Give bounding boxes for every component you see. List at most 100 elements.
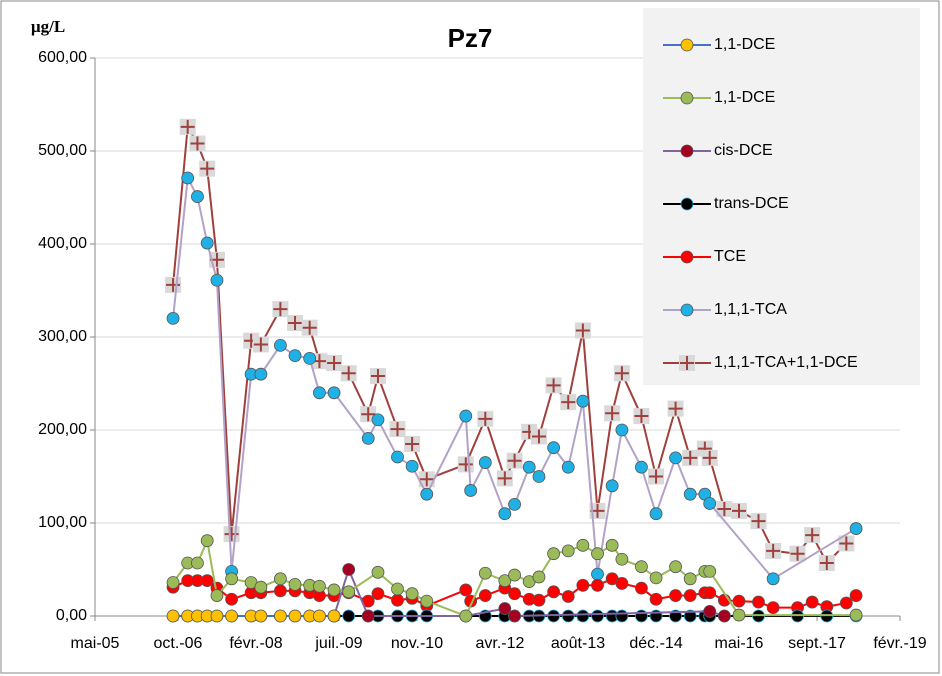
- marker-plus: [166, 277, 181, 292]
- marker: [342, 609, 356, 623]
- marker: [273, 572, 287, 586]
- y-tick-label: 100,00: [38, 514, 87, 531]
- marker-plus: [405, 436, 420, 451]
- marker: [545, 377, 562, 394]
- marker-plus: [370, 369, 385, 384]
- marker: [459, 409, 473, 423]
- marker-plus: [327, 356, 342, 371]
- marker: [532, 470, 546, 483]
- marker: [635, 581, 648, 595]
- marker: [604, 405, 621, 422]
- marker: [457, 456, 474, 473]
- marker-plus: [649, 469, 664, 484]
- marker-plus: [839, 536, 854, 551]
- marker: [508, 497, 521, 511]
- marker: [717, 609, 731, 623]
- marker: [361, 431, 375, 445]
- marker: [420, 594, 434, 608]
- marker: [225, 592, 239, 606]
- y-axis-label: µg/L: [31, 17, 65, 36]
- y-tick-label: 300,00: [38, 328, 87, 345]
- marker: [574, 322, 591, 339]
- marker: [561, 544, 575, 558]
- marker: [191, 556, 204, 570]
- legend-label: 1,1-DCE: [714, 89, 775, 106]
- marker-plus: [341, 366, 356, 381]
- legend: 1,1-DCE 1,1-DCE cis-DCE trans-DCE TCE 1,1,1-T…: [663, 36, 858, 371]
- marker: [288, 349, 302, 363]
- marker-plus: [546, 378, 561, 393]
- marker: [649, 507, 663, 521]
- marker: [576, 394, 590, 408]
- marker: [405, 459, 419, 473]
- marker-plus: [361, 407, 376, 422]
- marker: [191, 190, 204, 203]
- marker-plus: [805, 528, 820, 543]
- marker: [765, 542, 782, 559]
- marker-plus: [634, 409, 649, 424]
- marker-plus: [458, 457, 473, 472]
- marker: [254, 580, 268, 594]
- marker: [679, 355, 695, 371]
- marker: [576, 578, 590, 592]
- series-line: [333, 566, 725, 618]
- marker: [680, 144, 694, 158]
- chart-title: Pz7: [448, 23, 493, 53]
- marker: [732, 608, 746, 622]
- marker: [272, 301, 289, 318]
- marker: [682, 449, 699, 466]
- x-tick-label: avr.-12: [475, 635, 524, 652]
- marker: [166, 311, 180, 325]
- marker-plus: [683, 450, 698, 465]
- marker-plus: [531, 429, 546, 444]
- y-tick-label: 400,00: [38, 235, 87, 252]
- marker: [496, 470, 513, 487]
- marker: [789, 545, 806, 562]
- marker: [273, 338, 287, 352]
- marker-plus: [702, 450, 717, 465]
- marker: [530, 428, 547, 445]
- marker-plus: [561, 395, 576, 410]
- marker-plus: [575, 323, 590, 338]
- x-tick-label: nov.-10: [391, 635, 443, 652]
- y-tick-label: 0,00: [56, 607, 87, 624]
- marker: [680, 197, 694, 211]
- x-tick-label: févr.-08: [229, 635, 282, 652]
- marker-plus: [478, 411, 493, 426]
- marker: [313, 609, 326, 623]
- marker: [547, 547, 561, 561]
- marker: [252, 336, 269, 353]
- marker: [303, 351, 317, 365]
- marker: [254, 609, 268, 623]
- marker: [478, 456, 492, 469]
- marker: [703, 586, 717, 600]
- marker-plus: [751, 514, 766, 529]
- legend-label: TCE: [714, 248, 746, 265]
- marker-plus: [288, 316, 303, 331]
- marker: [199, 160, 216, 177]
- marker: [498, 507, 512, 521]
- marker-plus: [390, 422, 405, 437]
- marker: [839, 596, 853, 610]
- marker: [669, 560, 682, 574]
- marker: [478, 566, 492, 580]
- marker: [371, 565, 385, 579]
- marker: [327, 609, 341, 623]
- marker-plus: [190, 136, 205, 151]
- marker: [418, 471, 435, 488]
- marker: [667, 400, 684, 417]
- marker: [342, 563, 356, 576]
- marker: [179, 118, 196, 135]
- marker: [342, 585, 356, 599]
- marker: [669, 589, 682, 602]
- marker: [683, 609, 697, 623]
- marker: [404, 435, 421, 452]
- marker-plus: [717, 502, 732, 517]
- marker: [389, 421, 406, 438]
- marker-plus: [605, 406, 620, 421]
- marker-plus: [732, 503, 746, 518]
- marker: [287, 315, 304, 332]
- x-tick-label: sept.-17: [788, 635, 846, 652]
- marker: [166, 576, 180, 589]
- marker: [680, 250, 694, 264]
